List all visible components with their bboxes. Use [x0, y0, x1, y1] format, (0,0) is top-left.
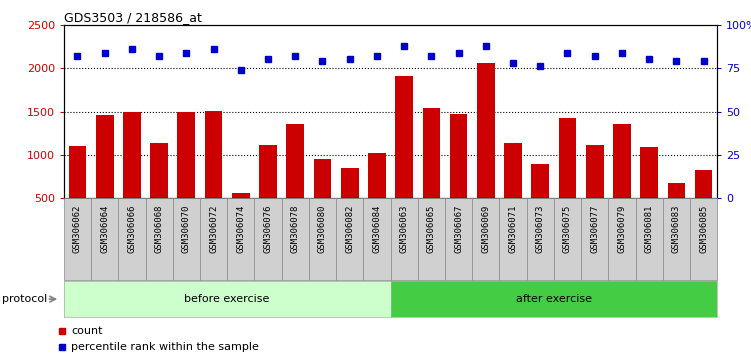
Bar [123, 112, 140, 198]
Text: GSM306078: GSM306078 [291, 205, 300, 253]
Text: percentile rank within the sample: percentile rank within the sample [71, 342, 259, 352]
Bar [668, 183, 685, 198]
Text: GSM306081: GSM306081 [644, 205, 653, 253]
Text: GSM306077: GSM306077 [590, 205, 599, 253]
Bar [96, 115, 113, 198]
FancyBboxPatch shape [554, 198, 581, 280]
Bar [504, 143, 522, 198]
Text: GSM306085: GSM306085 [699, 205, 708, 253]
Text: GSM306075: GSM306075 [563, 205, 572, 253]
Text: GSM306064: GSM306064 [100, 205, 109, 253]
FancyBboxPatch shape [526, 198, 554, 280]
Bar [314, 159, 331, 198]
Bar [559, 118, 576, 198]
Text: GDS3503 / 218586_at: GDS3503 / 218586_at [64, 11, 202, 24]
Text: GSM306084: GSM306084 [372, 205, 382, 253]
FancyBboxPatch shape [91, 198, 119, 280]
Text: after exercise: after exercise [516, 294, 592, 304]
Text: GSM306071: GSM306071 [508, 205, 517, 253]
Text: GSM306080: GSM306080 [318, 205, 327, 253]
Text: before exercise: before exercise [185, 294, 270, 304]
Text: GSM306069: GSM306069 [481, 205, 490, 253]
Bar [613, 124, 631, 198]
FancyBboxPatch shape [499, 198, 526, 280]
Text: GSM306076: GSM306076 [264, 205, 273, 253]
Text: GSM306073: GSM306073 [535, 205, 544, 253]
Text: GSM306062: GSM306062 [73, 205, 82, 253]
Bar [477, 63, 495, 198]
FancyBboxPatch shape [282, 198, 309, 280]
FancyBboxPatch shape [255, 198, 282, 280]
Bar [641, 147, 658, 198]
FancyBboxPatch shape [200, 198, 227, 280]
Text: GSM306068: GSM306068 [155, 205, 164, 253]
FancyBboxPatch shape [635, 198, 662, 280]
Bar [341, 168, 358, 198]
Bar [150, 143, 168, 198]
Bar [423, 108, 440, 198]
Text: GSM306072: GSM306072 [209, 205, 218, 253]
Text: GSM306070: GSM306070 [182, 205, 191, 253]
Bar [259, 145, 277, 198]
Bar [695, 171, 713, 198]
FancyBboxPatch shape [418, 198, 445, 280]
Bar [205, 111, 222, 198]
FancyBboxPatch shape [363, 198, 391, 280]
Bar [450, 114, 467, 198]
Text: GSM306065: GSM306065 [427, 205, 436, 253]
Text: GSM306074: GSM306074 [237, 205, 246, 253]
Bar [177, 112, 195, 198]
FancyBboxPatch shape [690, 198, 717, 280]
FancyBboxPatch shape [472, 198, 499, 280]
FancyBboxPatch shape [119, 198, 146, 280]
Text: GSM306082: GSM306082 [345, 205, 354, 253]
Text: GSM306079: GSM306079 [617, 205, 626, 253]
Bar [68, 146, 86, 198]
FancyBboxPatch shape [336, 198, 363, 280]
FancyBboxPatch shape [309, 198, 336, 280]
Bar [232, 193, 249, 198]
FancyBboxPatch shape [445, 198, 472, 280]
Text: GSM306083: GSM306083 [672, 205, 681, 253]
FancyBboxPatch shape [391, 198, 418, 280]
Text: protocol: protocol [2, 294, 47, 304]
FancyBboxPatch shape [662, 198, 690, 280]
FancyBboxPatch shape [581, 198, 608, 280]
FancyBboxPatch shape [227, 198, 255, 280]
Bar [586, 145, 604, 198]
Bar [395, 76, 413, 198]
FancyBboxPatch shape [173, 198, 200, 280]
FancyBboxPatch shape [146, 198, 173, 280]
Text: count: count [71, 326, 103, 336]
Text: GSM306067: GSM306067 [454, 205, 463, 253]
Text: GSM306066: GSM306066 [128, 205, 137, 253]
Bar [532, 164, 549, 198]
FancyBboxPatch shape [608, 198, 635, 280]
Bar [286, 124, 304, 198]
Text: GSM306063: GSM306063 [400, 205, 409, 253]
Bar [368, 153, 386, 198]
FancyBboxPatch shape [64, 198, 91, 280]
